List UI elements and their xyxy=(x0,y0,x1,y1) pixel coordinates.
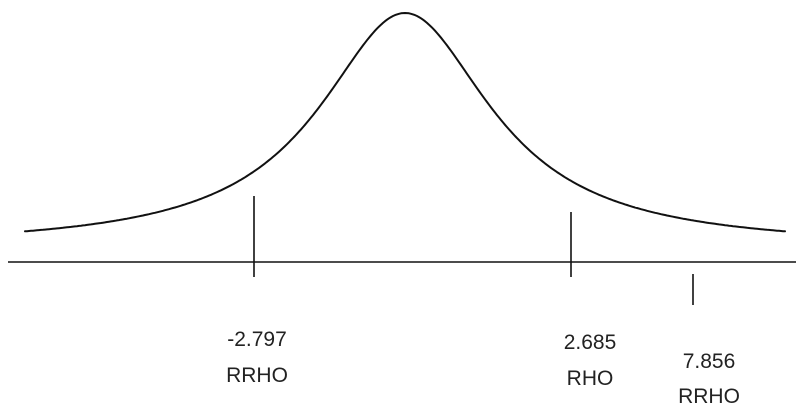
marker-value-rrho-right: 7.856 xyxy=(683,350,736,373)
marker-value-rrho-left: -2.797 xyxy=(227,328,287,351)
marker-name-rho: RHO xyxy=(567,367,614,390)
marker-name-rrho-right: RRHO xyxy=(678,385,740,406)
marker-name-rrho-left: RRHO xyxy=(226,364,288,387)
bell-curve xyxy=(24,12,786,233)
marker-value-rho: 2.685 xyxy=(564,331,617,354)
